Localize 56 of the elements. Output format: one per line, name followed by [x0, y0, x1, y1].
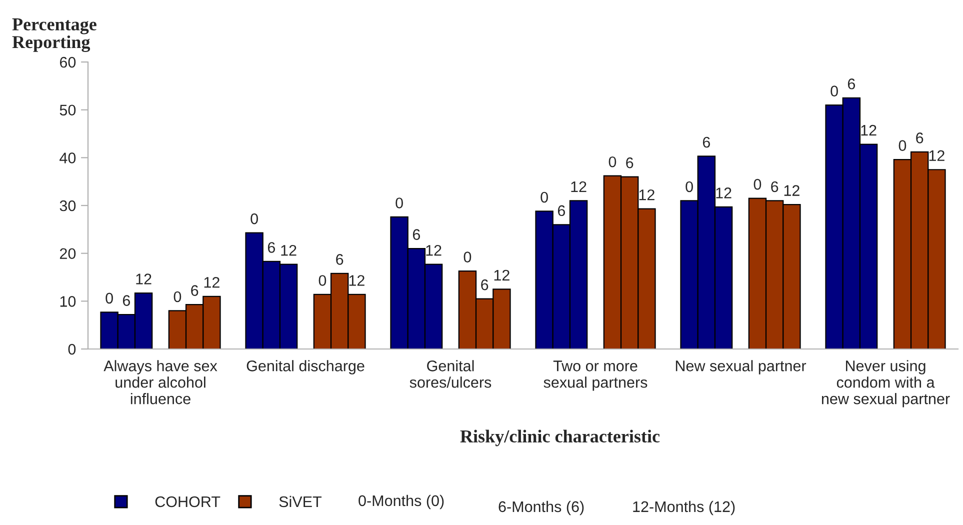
annotation: 0	[898, 140, 906, 152]
annotation: 0	[608, 156, 616, 168]
text: 12-Months (12)	[633, 500, 735, 516]
annotation: 12	[571, 181, 586, 192]
annotation: 6	[412, 229, 420, 240]
annotation: 6	[122, 295, 130, 306]
text: 0-Months (0)	[358, 494, 444, 510]
annotation: 6	[848, 78, 855, 90]
annotation: 6	[702, 136, 710, 148]
y-tick-label: 60	[60, 56, 76, 68]
annotation: 6	[558, 205, 565, 216]
annotation: 0	[830, 86, 838, 96]
y-axis-title: Percentage Reporting	[12, 18, 96, 52]
annotation: 12	[929, 150, 944, 161]
x-tick-label: Always have sex under alcohol influence	[104, 360, 218, 404]
x-tick-label: Two or more sexual partners	[544, 360, 648, 391]
annotation: 12	[716, 188, 732, 198]
legend-label: COHORT	[155, 496, 220, 508]
x-axis-title: Risky/clinic characteristic	[460, 430, 660, 446]
y-tick-label: 40	[60, 152, 76, 164]
annotation: 12	[494, 270, 510, 280]
annotation: 12	[204, 276, 220, 288]
annotation: 12	[349, 275, 364, 286]
annotation: 6	[481, 279, 488, 290]
annotation: 0	[396, 198, 403, 208]
annotation: 12	[861, 124, 876, 136]
y-tick-label: 0	[68, 344, 76, 355]
x-tick-label: New sexual partner	[676, 360, 806, 374]
annotation: 0	[754, 178, 762, 190]
annotation: 0	[540, 192, 548, 203]
annotation: 6	[191, 285, 198, 296]
annotation: 6	[771, 181, 778, 192]
annotation: 6	[336, 254, 344, 265]
annotation: 12	[639, 189, 654, 200]
y-tick-label: 30	[60, 200, 76, 212]
annotation: 12	[784, 185, 800, 196]
y-tick-label: 50	[60, 104, 76, 116]
annotation: 12	[426, 244, 442, 256]
y-tick-label: 10	[60, 296, 76, 307]
y-tick-label: 20	[60, 248, 76, 260]
annotation: 6	[916, 132, 924, 144]
annotation: 0	[318, 275, 326, 286]
annotation: 6	[626, 157, 634, 168]
annotation: 12	[281, 244, 296, 256]
x-tick-label: Never using condom with a new sexual partner	[822, 360, 950, 408]
annotation: 0	[686, 181, 693, 192]
annotation: 12	[136, 274, 152, 284]
annotation: 0	[106, 292, 113, 304]
annotation: 0	[250, 213, 258, 224]
x-tick-label: Genital sores/ulcers	[410, 360, 492, 388]
legend-label: SiVET	[279, 496, 322, 508]
x-tick-label: Genital discharge	[246, 360, 364, 374]
annotation: 0	[464, 252, 472, 262]
annotation: 0	[174, 291, 182, 302]
text: 6-Months (6)	[498, 500, 584, 516]
annotation: 6	[268, 242, 275, 253]
